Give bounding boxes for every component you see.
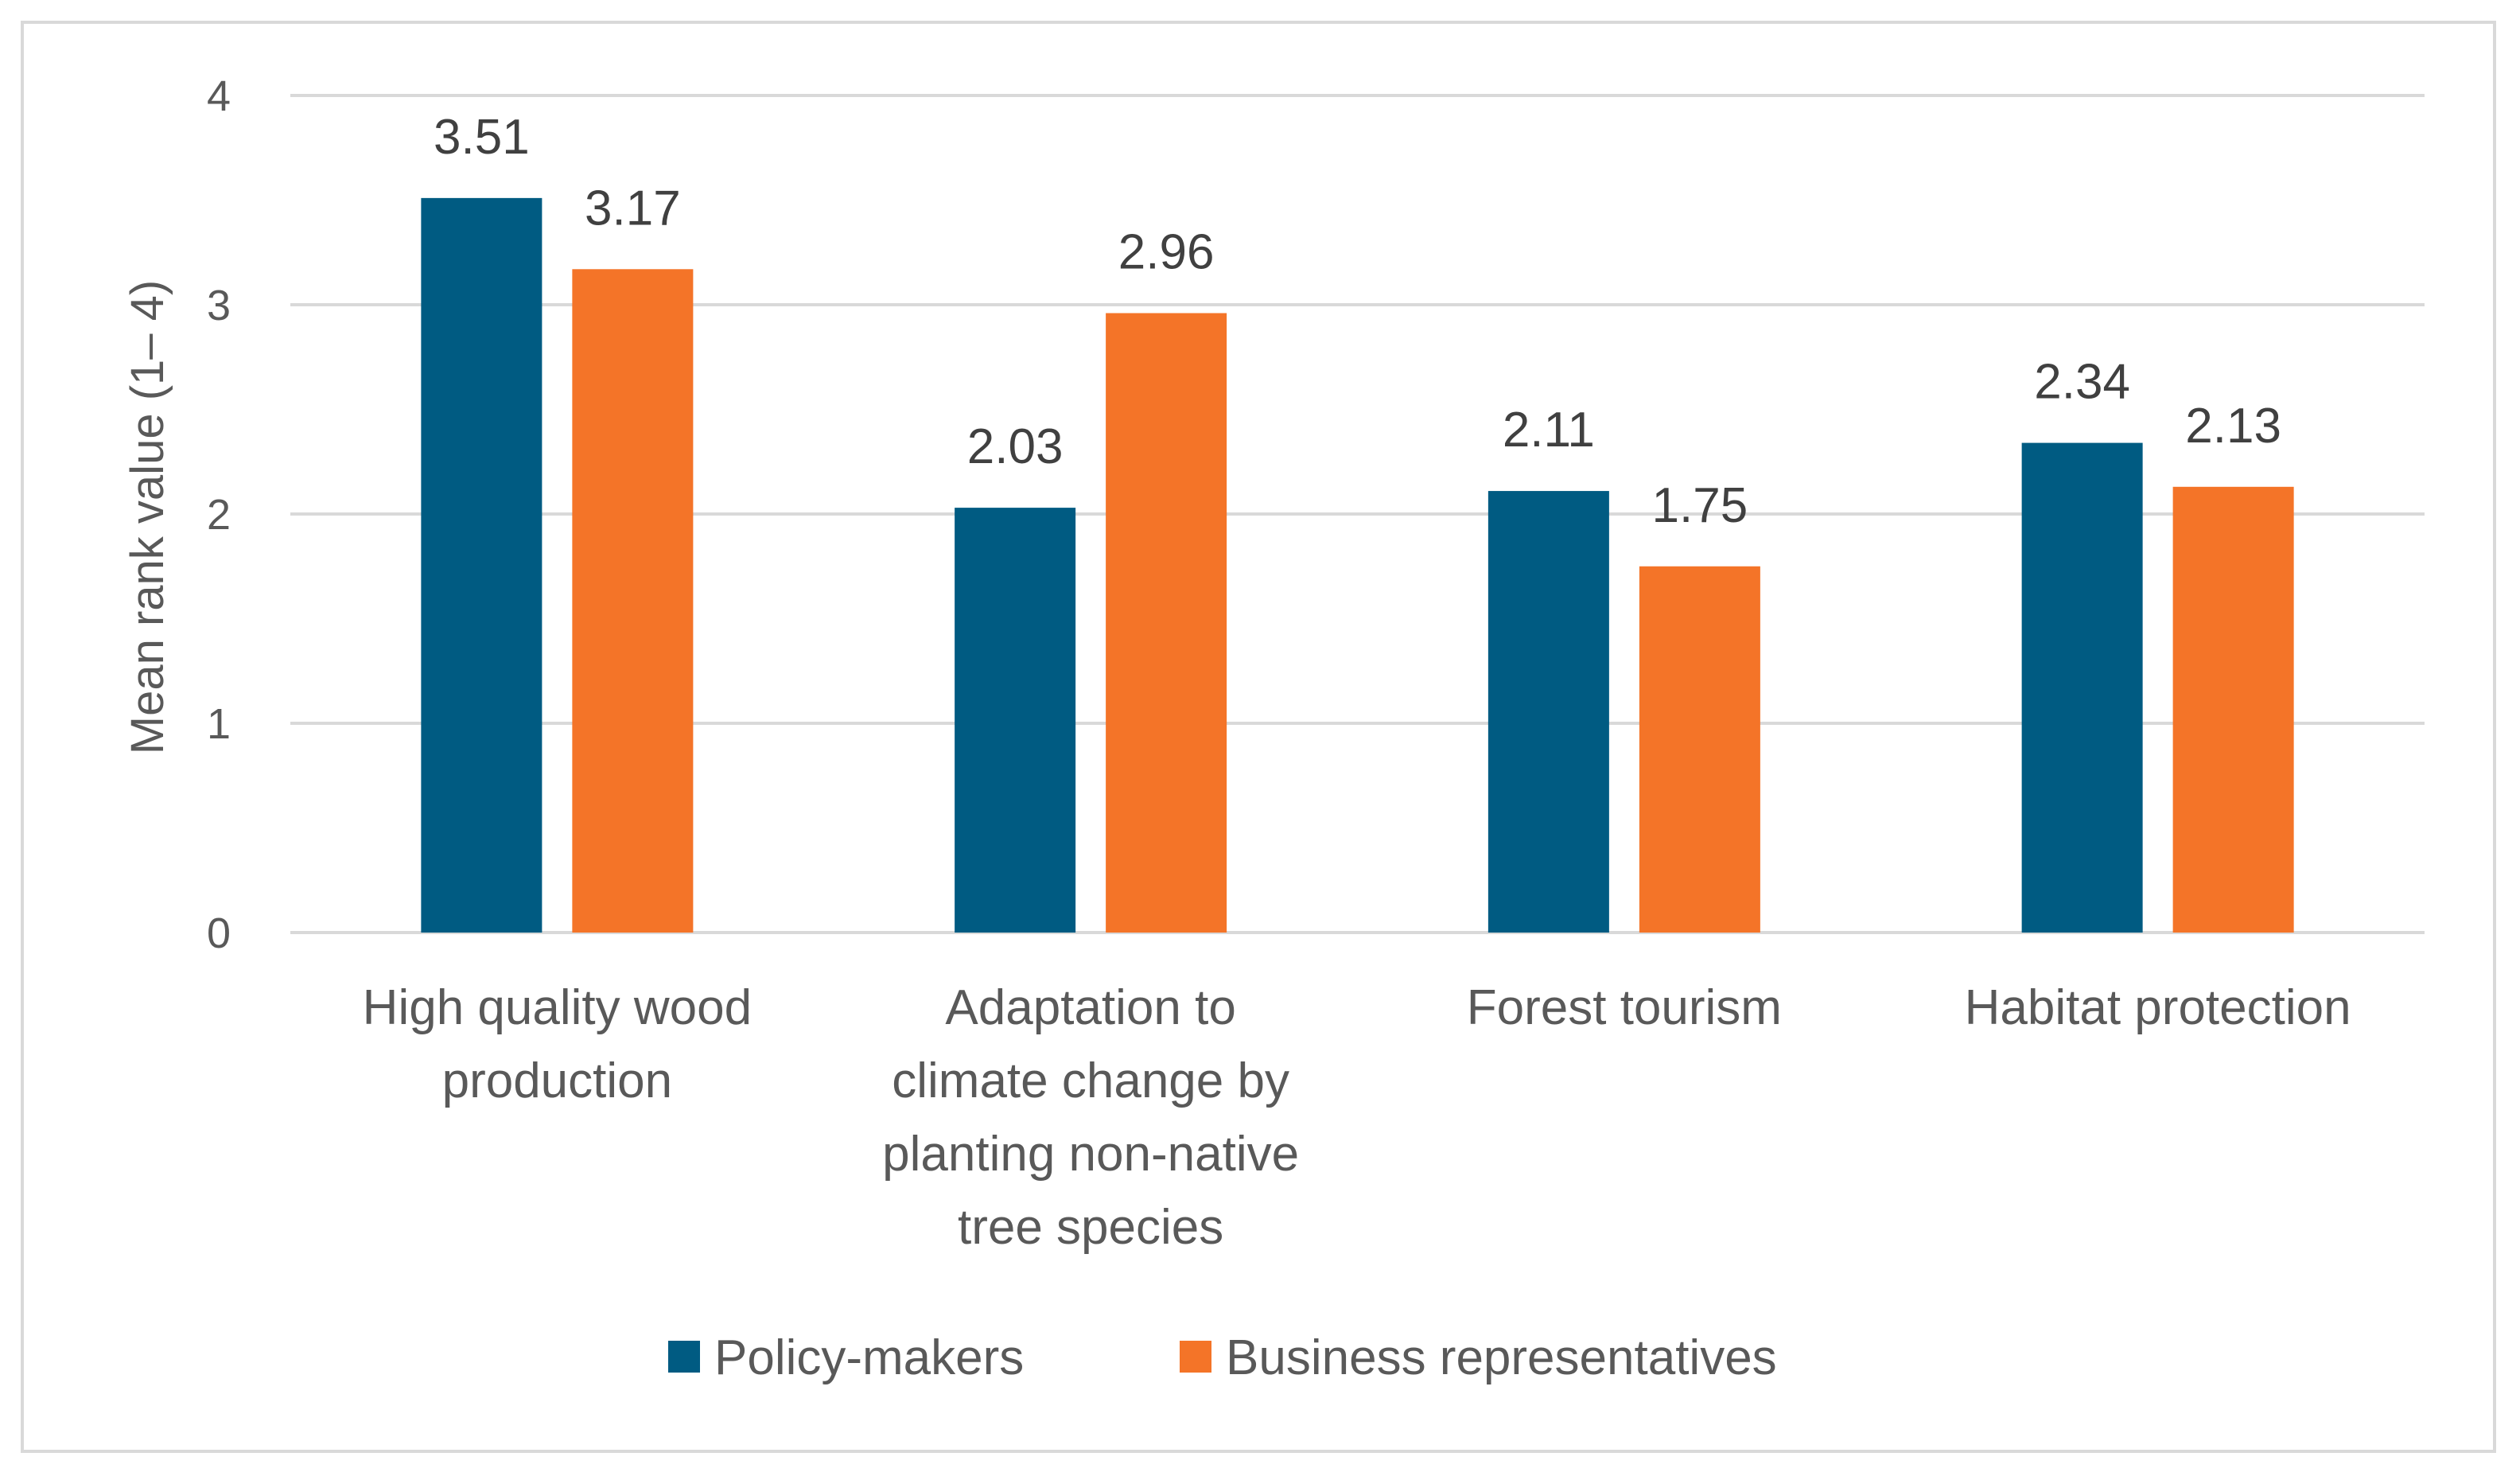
data-label: 2.11 — [1503, 403, 1595, 458]
category-label: Forest tourism — [1467, 980, 1782, 1035]
category-labels: High quality wood production Adaptation to… — [363, 980, 2351, 1255]
bar-policy-makers — [955, 508, 1076, 933]
bar-policy-makers — [1488, 491, 1609, 933]
bar-policy-makers — [421, 197, 542, 933]
data-label: 2.13 — [2185, 399, 2281, 454]
legend-label-business-representatives: Business representatives — [1226, 1330, 1777, 1385]
bar-business-representatives — [1106, 313, 1227, 933]
data-label: 2.96 — [1118, 225, 1215, 280]
category-label: Adaptation to — [945, 980, 1235, 1035]
legend-label-policy-makers: Policy-makers — [714, 1330, 1024, 1385]
category-label: production — [442, 1053, 673, 1108]
category-label: planting non-native — [882, 1127, 1299, 1182]
y-axis-label: Mean rank value (1– 4) — [122, 280, 173, 754]
category-label: Habitat protection — [1965, 980, 2351, 1035]
bar-policy-makers — [2021, 442, 2143, 933]
legend-swatch-business-representatives — [1180, 1341, 1211, 1373]
category-label: climate change by — [892, 1053, 1289, 1108]
y-tick-label: 2 — [207, 491, 231, 539]
y-tick-label: 3 — [207, 282, 231, 329]
legend-swatch-policy-makers — [668, 1341, 700, 1373]
bar-business-representatives — [572, 269, 694, 933]
data-label: 2.03 — [967, 419, 1064, 474]
data-label: 2.34 — [2034, 355, 2130, 410]
y-tick-label: 4 — [207, 72, 231, 120]
legend: Policy-makers Business representatives — [668, 1330, 1777, 1385]
bar-business-representatives — [2172, 486, 2294, 933]
category-label: tree species — [958, 1200, 1223, 1255]
y-tick-label: 0 — [207, 909, 231, 957]
bar-business-representatives — [1639, 566, 1760, 933]
bars — [421, 197, 2294, 933]
data-label: 1.75 — [1652, 478, 1748, 533]
y-tick-label: 1 — [207, 700, 231, 748]
data-labels: 3.51 3.17 2.03 2.96 2.11 1.75 2.34 2.13 — [434, 110, 2281, 533]
y-axis-ticks: 0 1 2 3 4 — [207, 72, 231, 957]
data-label: 3.17 — [585, 181, 681, 236]
category-label: High quality wood — [363, 980, 752, 1035]
data-label: 3.51 — [434, 110, 530, 165]
